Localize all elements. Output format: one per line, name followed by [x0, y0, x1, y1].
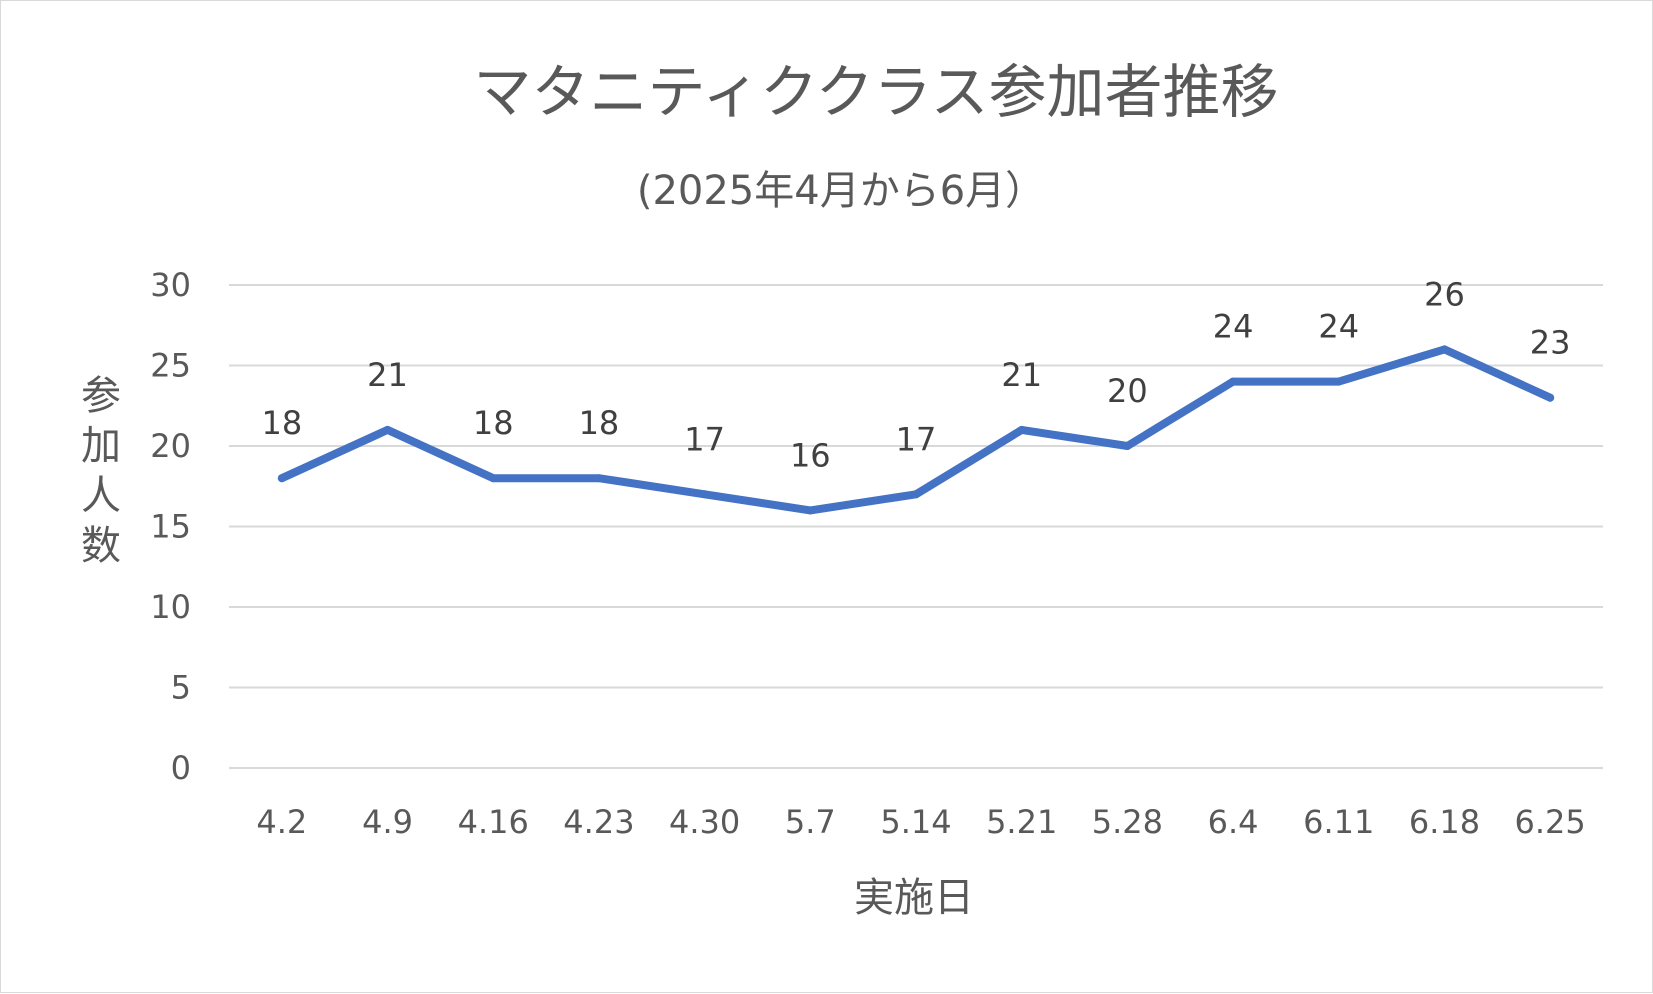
data-label: 20	[1107, 372, 1148, 410]
data-point	[1440, 345, 1449, 354]
y-tick-label: 15	[150, 508, 191, 546]
y-tick-label: 10	[150, 588, 191, 626]
x-tick-label: 6.18	[1409, 803, 1480, 841]
x-tick-label: 6.4	[1208, 803, 1259, 841]
data-label: 18	[261, 404, 302, 442]
data-label: 24	[1318, 308, 1359, 346]
data-label: 17	[684, 420, 725, 458]
data-point	[1017, 425, 1026, 434]
x-tick-label: 6.25	[1515, 803, 1586, 841]
data-point	[1546, 393, 1555, 402]
data-point	[912, 490, 920, 499]
data-point	[806, 506, 815, 515]
data-point	[1229, 377, 1238, 386]
data-label: 16	[790, 436, 831, 474]
data-label: 23	[1530, 324, 1571, 362]
x-tick-label: 5.14	[880, 803, 951, 841]
chart-subtitle: (2025年4月から6月）	[637, 168, 1045, 214]
x-tick-label: 4.9	[362, 803, 413, 841]
x-tick-label: 5.28	[1092, 803, 1163, 841]
gridlines	[229, 284, 1603, 769]
y-tick-label: 20	[150, 427, 191, 465]
data-point	[1334, 377, 1343, 386]
y-axis-ticks: 0 5 10 15 20 25 30	[150, 266, 191, 787]
chart-title: マタニティククラス参加者推移	[473, 58, 1278, 126]
y-tick-label: 5	[171, 669, 191, 707]
data-point	[700, 490, 709, 499]
y-axis-title-char: 加	[81, 423, 121, 469]
data-label: 21	[1001, 356, 1042, 394]
x-tick-label: 4.23	[563, 803, 634, 841]
data-point	[277, 474, 286, 483]
y-tick-label: 30	[150, 266, 191, 304]
y-axis-title-char: 参	[81, 373, 121, 419]
data-point	[1123, 442, 1132, 450]
data-point	[383, 425, 392, 434]
data-label: 18	[473, 404, 514, 442]
y-tick-label: 0	[171, 749, 191, 787]
data-label: 17	[896, 420, 937, 458]
x-tick-label: 5.7	[785, 803, 836, 841]
y-tick-label: 25	[150, 347, 191, 385]
data-label: 21	[367, 356, 408, 394]
x-tick-label: 4.16	[458, 803, 529, 841]
data-label: 24	[1213, 308, 1254, 346]
data-point	[489, 474, 498, 483]
series-layer	[277, 345, 1555, 515]
y-axis-title-char: 数	[81, 523, 121, 569]
data-point	[594, 474, 603, 483]
data-labels: 18 21 18 18 17 16 17 21 20 24 24 26 23	[261, 275, 1570, 474]
x-axis-ticks: 4.2 4.9 4.16 4.23 4.30 5.7 5.14 5.21 5.28 6.4 6.11…	[256, 803, 1585, 841]
x-axis-title: 実施日	[854, 875, 974, 921]
x-tick-label: 4.30	[669, 803, 740, 841]
x-tick-label: 5.21	[986, 803, 1057, 841]
x-tick-label: 4.2	[256, 803, 307, 841]
y-axis-title-char: 人	[81, 473, 121, 519]
data-label: 18	[579, 404, 620, 442]
data-label: 26	[1424, 275, 1465, 313]
x-tick-label: 6.11	[1303, 803, 1374, 841]
